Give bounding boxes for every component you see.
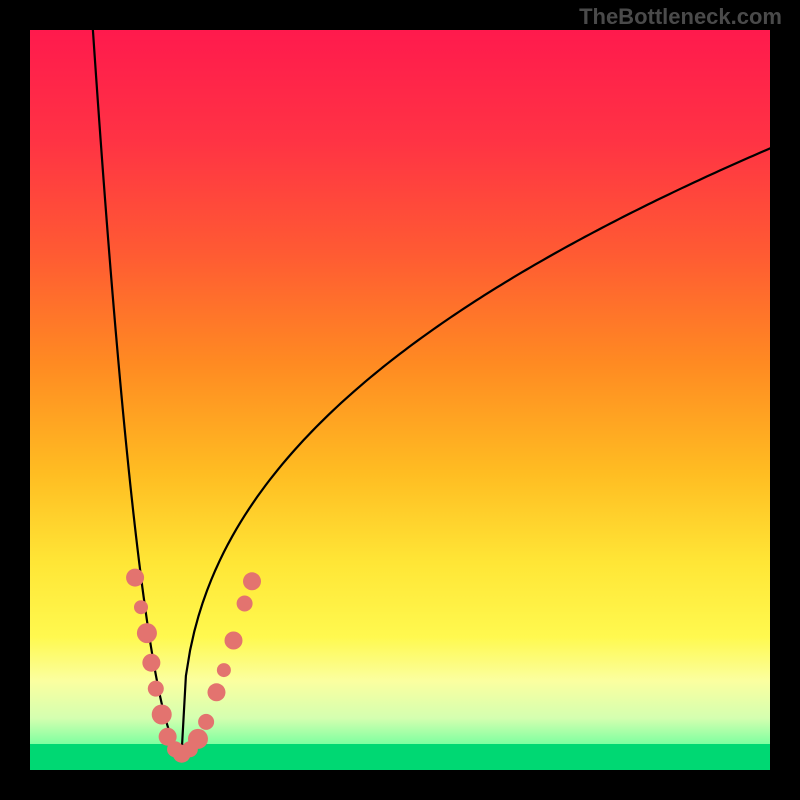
marker-dot (243, 572, 261, 590)
marker-dot (134, 600, 148, 614)
marker-dot (237, 596, 253, 612)
marker-dot (207, 683, 225, 701)
marker-dot (148, 681, 164, 697)
marker-dot (188, 729, 208, 749)
marker-dot (137, 623, 157, 643)
marker-dot (198, 714, 214, 730)
marker-dot (225, 632, 243, 650)
marker-dot (217, 663, 231, 677)
marker-dot (142, 654, 160, 672)
chart-overlay (30, 30, 770, 770)
watermark-text: TheBottleneck.com (579, 4, 782, 30)
curve-markers (126, 569, 261, 763)
plot-area (30, 30, 770, 770)
bottleneck-curve (93, 30, 770, 752)
marker-dot (152, 705, 172, 725)
marker-dot (126, 569, 144, 587)
